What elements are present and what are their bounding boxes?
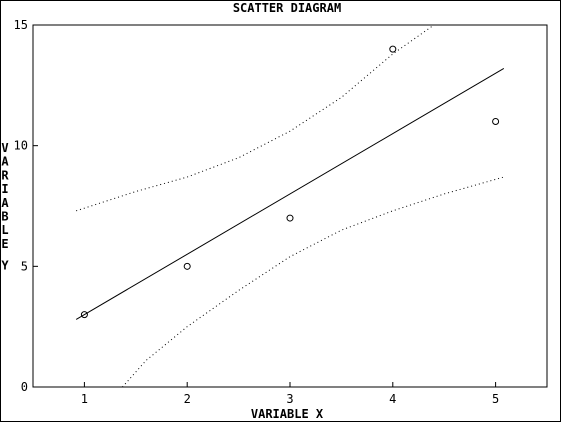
x-axis-ticks: 1 2 3 4 5 xyxy=(81,382,499,406)
y-axis-label-char: I xyxy=(1,182,8,196)
y-axis-label-char: V xyxy=(1,141,8,155)
data-point xyxy=(183,262,191,270)
data-point xyxy=(286,214,294,222)
x-tick-label: 5 xyxy=(492,392,499,406)
y-axis-label-char: L xyxy=(1,223,8,237)
y-axis-label-char: A xyxy=(1,196,9,210)
y-tick-label: 15 xyxy=(14,18,28,32)
y-tick-label: 10 xyxy=(14,139,28,153)
y-axis-label-char: E xyxy=(1,237,8,251)
lower-confidence-band xyxy=(122,176,504,388)
plot-area xyxy=(32,24,548,388)
y-axis-label-char: Y xyxy=(1,259,9,273)
x-tick-label: 2 xyxy=(184,392,191,406)
regression-line xyxy=(75,68,505,320)
y-axis-ticks: 0 5 10 15 xyxy=(14,18,38,394)
upper-confidence-band xyxy=(76,24,435,212)
x-axis-label: VARIABLE X xyxy=(251,407,324,421)
data-point xyxy=(492,118,500,126)
x-tick-label: 4 xyxy=(389,392,396,406)
x-tick-label: 3 xyxy=(286,392,293,406)
y-axis-label-char: A xyxy=(1,155,9,169)
series-group xyxy=(75,24,505,388)
data-point xyxy=(80,311,88,319)
data-point xyxy=(389,45,397,53)
y-tick-label: 0 xyxy=(21,380,28,394)
y-axis-label-char: B xyxy=(1,210,8,224)
y-tick-label: 5 xyxy=(21,259,28,273)
chart-title: SCATTER DIAGRAM xyxy=(233,1,341,15)
x-tick-label: 1 xyxy=(81,392,88,406)
y-axis-label-char: R xyxy=(1,168,9,182)
